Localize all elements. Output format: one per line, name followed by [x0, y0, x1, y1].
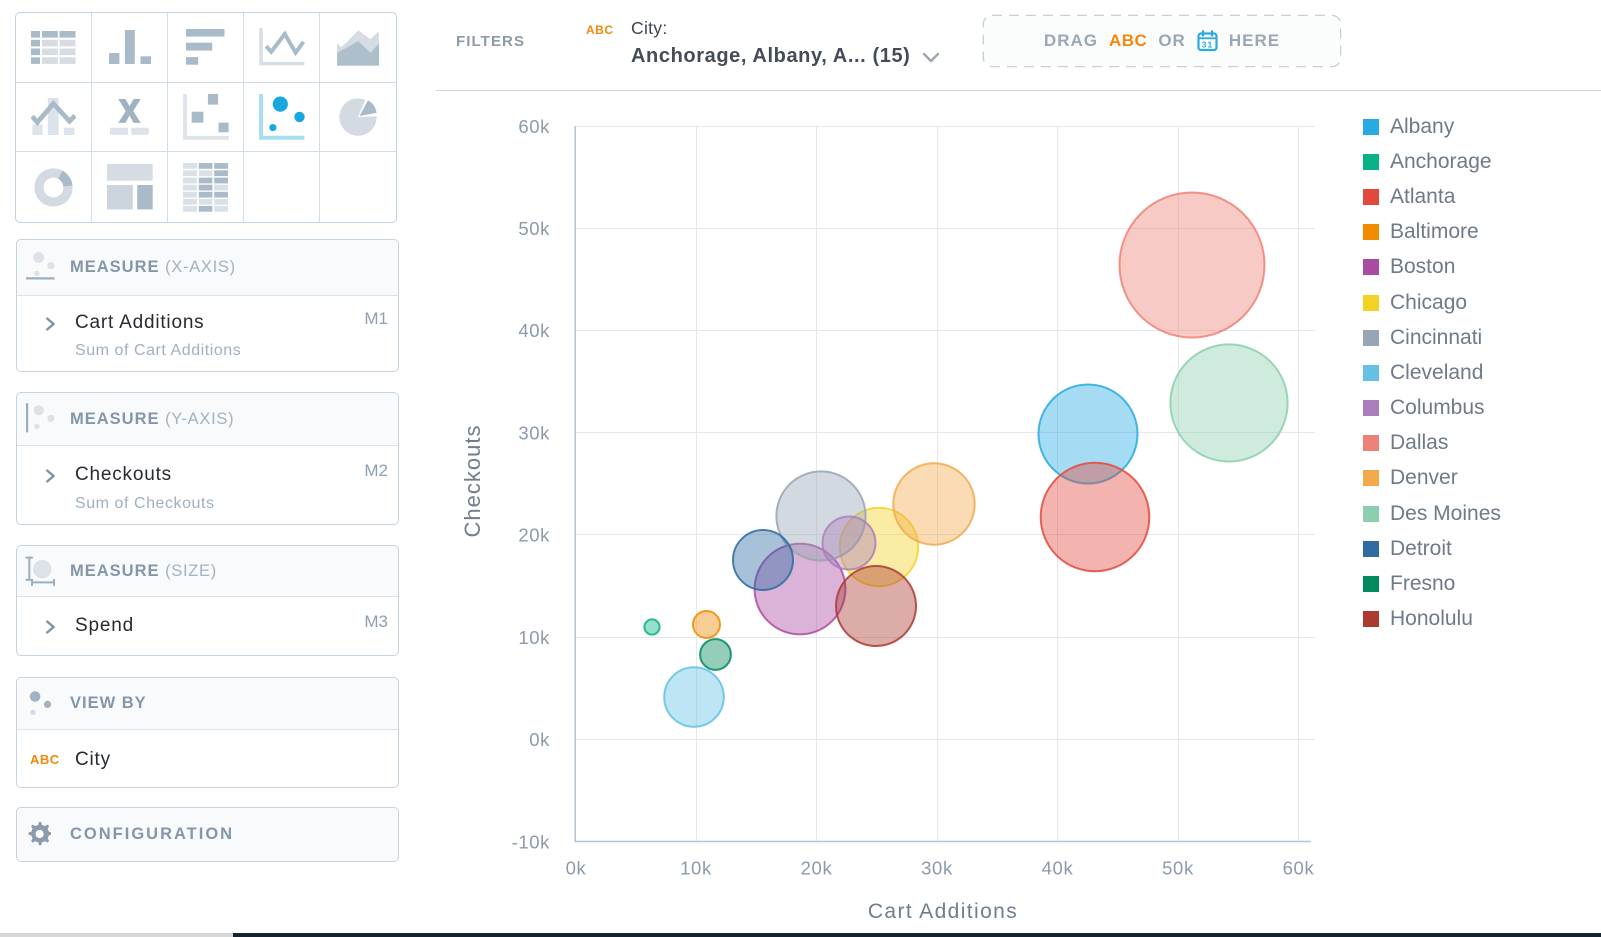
svg-text:50k: 50k: [518, 218, 550, 239]
svg-text:20k: 20k: [518, 525, 550, 546]
svg-text:10k: 10k: [680, 858, 712, 879]
svg-text:31: 31: [1202, 39, 1213, 49]
svg-text:60k: 60k: [1283, 858, 1315, 879]
svg-text:60k: 60k: [518, 116, 550, 137]
svg-text:0k: 0k: [529, 729, 550, 750]
svg-text:40k: 40k: [518, 320, 550, 341]
svg-text:50k: 50k: [1162, 858, 1194, 879]
svg-text:10k: 10k: [518, 627, 550, 648]
svg-text:40k: 40k: [1042, 858, 1074, 879]
svg-text:30k: 30k: [921, 858, 953, 879]
svg-text:-10k: -10k: [512, 831, 551, 852]
svg-text:Cart Additions: Cart Additions: [868, 900, 1018, 923]
svg-text:0k: 0k: [566, 858, 587, 879]
svg-text:20k: 20k: [801, 858, 833, 879]
svg-text:30k: 30k: [518, 422, 550, 443]
svg-text:Checkouts: Checkouts: [460, 425, 485, 538]
